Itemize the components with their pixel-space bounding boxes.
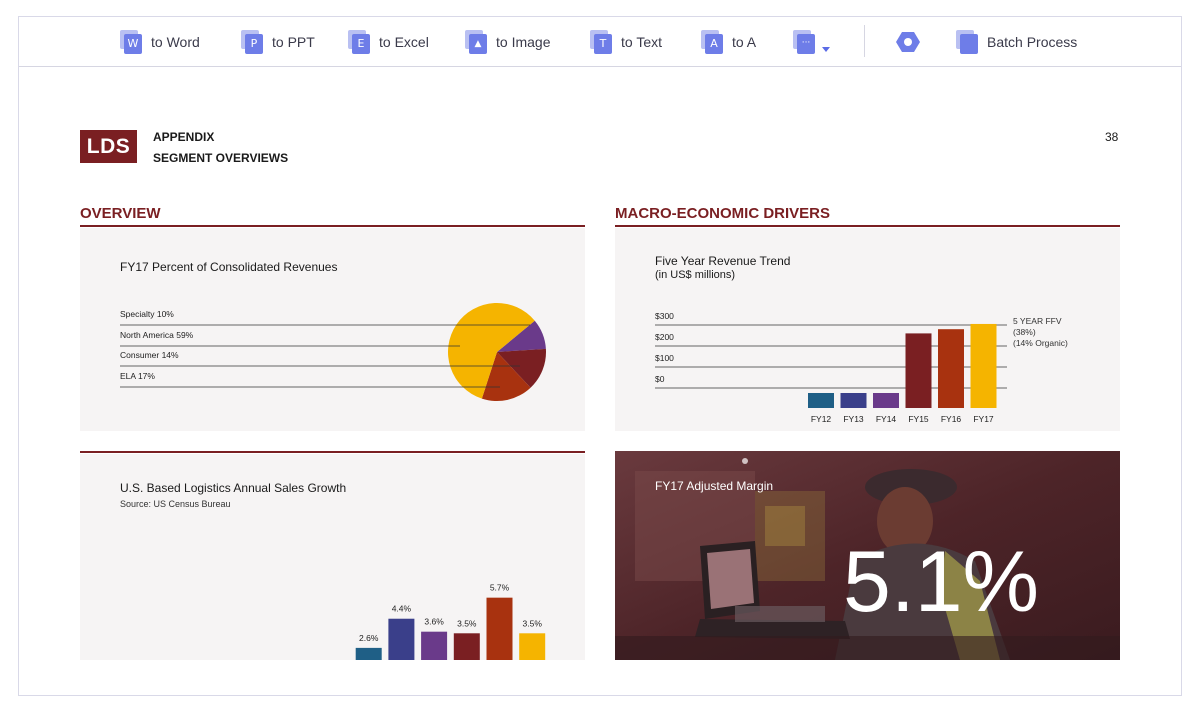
to-excel-button[interactable]: E to Excel [348, 29, 429, 55]
to-ppt-label: to PPT [272, 34, 315, 50]
pie-label: Consumer 14% [120, 350, 179, 360]
chevron-down-icon [822, 47, 830, 52]
text-icon: T [590, 30, 612, 54]
to-text-button[interactable]: T to Text [590, 29, 662, 55]
data-label: 3.6% [424, 617, 444, 627]
to-image-button[interactable]: ▲ to Image [465, 29, 550, 55]
page-number: 38 [1105, 130, 1119, 144]
pie-slice [481, 352, 531, 401]
settings-button[interactable] [895, 29, 921, 55]
pie-slice [497, 348, 546, 388]
trend-bar [808, 393, 834, 408]
y-tick-label: $100 [655, 353, 674, 363]
more-options-button[interactable]: ··· [793, 29, 830, 55]
macro-divider [615, 225, 1120, 227]
x-tick-label: FY13 [843, 414, 864, 424]
trend-bar [905, 333, 932, 408]
trend-note-1: 5 YEAR FFV [1013, 316, 1062, 326]
growth-panel-title: U.S. Based Logistics Annual Sales Growth [120, 481, 347, 495]
batch-process-button[interactable]: Batch Process [956, 29, 1077, 55]
settings-hex-icon [895, 31, 921, 53]
pie-slice [448, 303, 535, 399]
growth-bar [453, 633, 480, 660]
growth-panel: U.S. Based Logistics Annual Sales Growth… [80, 454, 585, 660]
pie-slice [497, 320, 546, 352]
revenue-trend-chart: $300 $200 $100 $0 FY12 FY13 FY14 FY15 FY16 FY17 [655, 311, 1007, 424]
image-icon: ▲ [465, 30, 487, 54]
pie-label: North America 59% [120, 330, 194, 340]
document-page: LDS APPENDIX SEGMENT OVERVIEWS 38 OVERVI… [19, 68, 1181, 696]
excel-icon: E [348, 30, 370, 54]
pie-panel-title: FY17 Percent of Consolidated Revenues [120, 260, 338, 274]
trend-panel-subtitle: (in US$ millions) [655, 269, 736, 281]
trend-note-3: (14% Organic) [1013, 338, 1068, 348]
toolbar-divider [864, 25, 865, 57]
data-label: 4.4% [392, 604, 412, 614]
appendix-heading: APPENDIX [153, 130, 215, 144]
growth-bar [421, 631, 448, 660]
x-tick-label: FY17 [973, 414, 994, 424]
data-label: 2.6% [359, 633, 379, 643]
trend-bar [970, 323, 997, 408]
growth-bar [388, 618, 415, 660]
pie-chart: Specialty 10% North America 59% Consumer 1… [120, 303, 546, 401]
trend-panel-title: Five Year Revenue Trend [655, 254, 791, 268]
pie-label: Specialty 10% [120, 309, 174, 319]
trend-bar [873, 393, 899, 408]
to-word-button[interactable]: W to Word [120, 29, 200, 55]
to-excel-label: to Excel [379, 34, 429, 50]
margin-title: FY17 Adjusted Margin [655, 479, 774, 493]
pie-panel: FY17 Percent of Consolidated Revenues Sp… [80, 228, 585, 431]
word-icon: W [120, 30, 142, 54]
toolbar: W to Word P to PPT E to Excel ▲ to Image… [19, 17, 1181, 67]
more-icon: ··· [793, 30, 830, 54]
sales-growth-chart: 0.6%20102.6%20114.4%20123.6%20133.5%2014… [355, 583, 546, 660]
x-tick-label: FY14 [876, 414, 897, 424]
trend-note-2: (38%) [1013, 327, 1036, 337]
to-text-label: to Text [621, 34, 662, 50]
batch-process-label: Batch Process [987, 34, 1078, 50]
pdfa-icon: A [701, 30, 723, 54]
to-image-label: to Image [496, 34, 551, 50]
trend-panel: Five Year Revenue Trend (in US$ millions… [615, 228, 1120, 431]
to-a-label: to A [732, 34, 757, 50]
data-label: 3.5% [457, 618, 477, 628]
growth-bar [519, 633, 546, 660]
x-tick-label: FY15 [908, 414, 929, 424]
overview-divider [80, 225, 585, 227]
x-tick-label: FY12 [811, 414, 832, 424]
ppt-icon: P [241, 30, 263, 54]
segment-overviews-heading: SEGMENT OVERVIEWS [153, 151, 289, 165]
batch-icon [956, 30, 978, 54]
y-tick-label: $0 [655, 374, 665, 384]
trend-bar [840, 393, 867, 408]
lds-logo: LDS [80, 130, 137, 163]
y-tick-label: $300 [655, 311, 674, 321]
margin-value: 5.1% [843, 534, 1040, 630]
x-tick-label: FY16 [941, 414, 962, 424]
to-ppt-button[interactable]: P to PPT [241, 29, 315, 55]
growth-divider [80, 451, 585, 453]
data-label: 5.7% [490, 583, 510, 593]
to-a-button[interactable]: A to A [701, 29, 756, 55]
data-label: 3.5% [523, 618, 543, 628]
pie-label: ELA 17% [120, 371, 155, 381]
growth-bar [486, 597, 513, 660]
growth-bar [355, 647, 382, 660]
adjusted-margin-panel: FY17 Adjusted Margin 5.1% [615, 451, 1120, 660]
app-window: W to Word P to PPT E to Excel ▲ to Image… [18, 16, 1182, 696]
to-word-label: to Word [151, 34, 200, 50]
overview-title: OVERVIEW [80, 205, 161, 222]
macro-title: MACRO-ECONOMIC DRIVERS [615, 205, 831, 222]
warehouse-worker-photo [615, 451, 1120, 660]
growth-panel-source: Source: US Census Bureau [120, 499, 231, 509]
y-tick-label: $200 [655, 332, 674, 342]
trend-bar [938, 329, 964, 408]
